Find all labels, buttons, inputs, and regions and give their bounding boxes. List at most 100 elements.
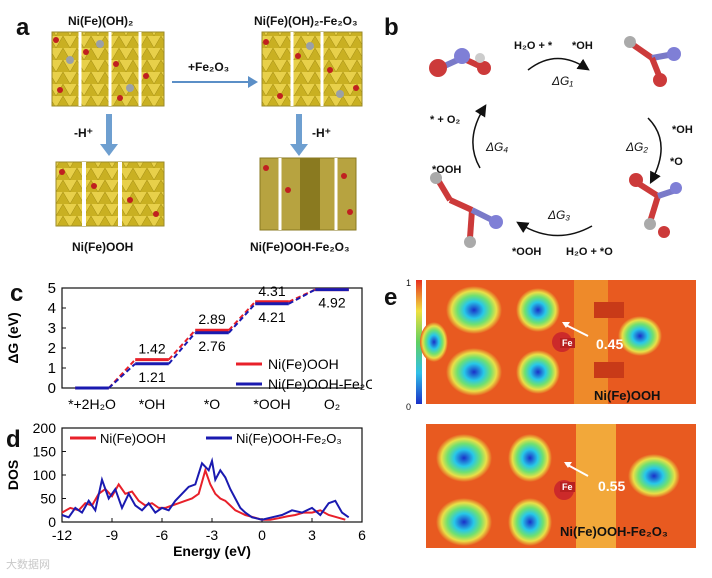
data-label: 2.89 <box>198 311 225 327</box>
x-tick-label: 0 <box>258 527 266 543</box>
dos-series-line <box>61 456 350 521</box>
b-dG1: ΔG₁ <box>552 74 574 88</box>
structure-nifeooh <box>55 161 165 227</box>
molecule-bottom-right <box>629 173 682 238</box>
connector-line <box>108 363 136 389</box>
watermark: 大数据网 <box>6 559 50 571</box>
data-label: 1.42 <box>138 341 165 357</box>
x-tick-label: O₂ <box>324 396 340 412</box>
y-tick-label: 100 <box>33 467 57 483</box>
b-step2-out: *O <box>670 156 683 168</box>
molecule-top-right <box>624 36 681 87</box>
y-tick-label: 200 <box>33 420 57 436</box>
legend-label: Ni(Fe)OOH <box>268 356 339 372</box>
data-label: 4.31 <box>258 283 285 299</box>
b-step1-in: H₂O + * <box>514 40 553 52</box>
y-tick-label: 0 <box>48 514 56 530</box>
connector-line <box>228 301 256 331</box>
map-nifeooh <box>420 280 696 404</box>
fe-label-bottom: Fe <box>560 482 575 492</box>
label-nifeoh2: Ni(Fe)(OH)₂ <box>68 14 134 28</box>
structure-nifeoh2 <box>51 31 165 107</box>
b-dG4: ΔG₄ <box>486 140 509 154</box>
y-axis-label: ΔG (eV) <box>5 312 21 363</box>
x-tick-label: 3 <box>308 527 316 543</box>
label-nifeooh: Ni(Fe)OOH <box>72 240 134 254</box>
y-tick-label: 3 <box>48 320 56 337</box>
map-top-title: Ni(Fe)OOH <box>594 388 661 403</box>
panel-b-cycle <box>429 36 682 248</box>
value-bottom: 0.55 <box>598 478 626 494</box>
data-label: 4.21 <box>258 309 285 325</box>
connector-line <box>168 329 196 361</box>
b-dG2: ΔG₂ <box>626 140 648 154</box>
connector-line <box>228 303 256 334</box>
arrow-step3 <box>516 221 593 237</box>
x-tick-label: *+2H₂O <box>68 396 116 412</box>
label-add-fe2o3: +Fe₂O₃ <box>188 60 230 74</box>
colorbar-min: 0 <box>406 402 412 412</box>
molecule-bottom-left <box>430 172 503 248</box>
b-step4-out: * + O₂ <box>430 114 461 126</box>
panel-label-d: d <box>6 426 21 453</box>
b-dG3: ΔG₃ <box>548 208 571 222</box>
arrow-fe-top <box>563 323 589 337</box>
panel-e-maps <box>416 280 696 548</box>
y-tick-label: 50 <box>40 491 56 507</box>
connector-line <box>288 288 316 305</box>
fe-label-top: Fe <box>560 338 575 348</box>
arrow-dehydro-left <box>100 114 118 156</box>
y-tick-label: 5 <box>48 280 56 297</box>
legend-label: Ni(Fe)OOH-Fe₂O₃ <box>236 431 342 446</box>
plot-frame <box>61 287 363 389</box>
arrow-step4 <box>472 104 487 169</box>
map-bottom-title: Ni(Fe)OOH-Fe₂O₃ <box>560 524 668 539</box>
structure-nifeoh2-fe2o3 <box>261 31 363 107</box>
b-step1-out: *OH <box>572 40 593 52</box>
y-tick-label: 150 <box>33 444 57 460</box>
y-tick-label: 1 <box>48 360 56 377</box>
data-label: 1.21 <box>138 369 165 385</box>
y-tick-label: 0 <box>48 380 56 397</box>
b-step3-out: *OOH <box>512 246 542 258</box>
chart-free-energy: 0 1 2 3 4 5 ΔG (eV) *+2H₂O *OH *O *OOH O₂ 1.42 1.21 2.… <box>5 280 372 412</box>
panel-label-a: a <box>16 14 30 41</box>
y-tick-label: 4 <box>48 300 56 317</box>
panel-a-figure <box>51 31 363 231</box>
b-step4-in: *OOH <box>432 164 462 176</box>
x-tick-label: *OOH <box>253 396 290 412</box>
x-tick-label: -6 <box>156 527 169 543</box>
data-label: 4.92 <box>318 295 345 311</box>
connector-line <box>108 358 136 389</box>
panel-label-b: b <box>384 14 399 41</box>
data-label: 2.76 <box>198 338 225 354</box>
label-dehydro-left: -H⁺ <box>74 126 93 140</box>
arrow-step2 <box>647 117 662 184</box>
panel-label-e: e <box>384 284 398 311</box>
x-axis-label: Energy (eV) <box>173 543 251 559</box>
value-top: 0.45 <box>596 336 624 352</box>
x-tick-label: *O <box>204 396 220 412</box>
chart-dos: 0 50 100 150 200 -12 -9 -6 -3 0 3 6 Energy (eV) DOS Ni… <box>5 420 366 559</box>
y-axis-label: DOS <box>5 460 21 490</box>
x-tick-label: -12 <box>52 527 72 543</box>
colorbar <box>416 280 422 404</box>
x-tick-label: *OH <box>139 396 165 412</box>
arrow-add-fe2o3 <box>172 76 258 88</box>
connector-line <box>168 332 196 365</box>
label-dehydro-right: -H⁺ <box>312 126 331 140</box>
x-tick-label: 6 <box>358 527 366 543</box>
x-tick-label: -9 <box>106 527 119 543</box>
panel-label-c: c <box>10 280 24 307</box>
legend-label: Ni(Fe)OOH <box>100 431 166 446</box>
label-nifeoh2-fe2o3: Ni(Fe)(OH)₂-Fe₂O₃ <box>254 14 358 28</box>
label-nifeooh-fe2o3: Ni(Fe)OOH-Fe₂O₃ <box>250 240 350 254</box>
arrow-dehydro-right <box>290 114 308 156</box>
structure-nifeooh-fe2o3 <box>259 157 357 231</box>
y-tick-label: 2 <box>48 340 56 357</box>
arrow-step1 <box>527 57 590 71</box>
molecule-top-left <box>429 48 491 77</box>
colorbar-max: 1 <box>406 278 412 288</box>
arrow-fe-bottom <box>565 463 589 477</box>
b-step3-in: H₂O + *O <box>566 246 613 258</box>
